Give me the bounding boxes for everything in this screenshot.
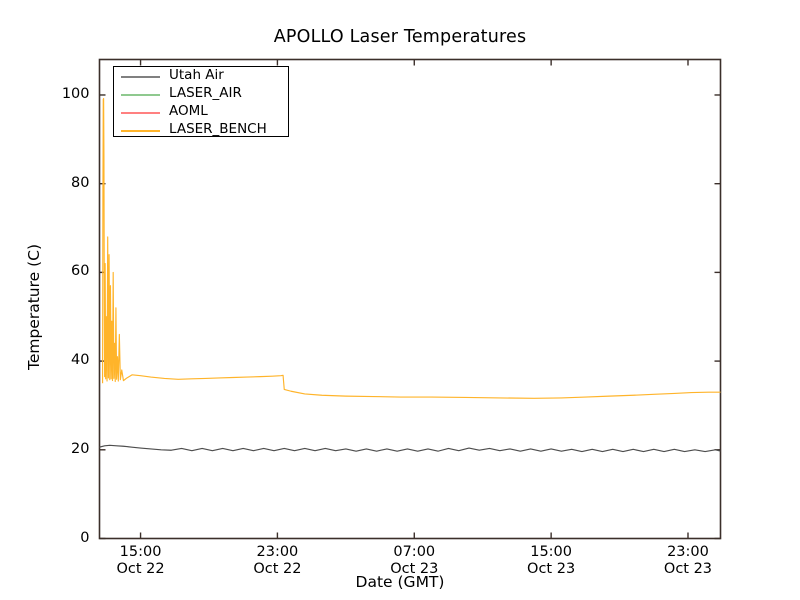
x-tick-date: Oct 23 [663,560,713,577]
x-tick-label: 23:00 Oct 23 [628,544,748,578]
x-tick-date: Oct 23 [390,560,439,577]
x-tick-label: 23:00 Oct 22 [217,544,337,578]
y-tick-label: 60 [71,263,90,280]
legend-color-swatch [121,112,160,114]
legend-item: Utah Air [121,67,288,85]
x-tick-label: 15:00 Oct 22 [81,544,201,578]
data-series-group [99,97,721,453]
x-tick-time: 23:00 [256,543,299,560]
chart-title: APOLLO Laser Temperatures [273,27,527,47]
legend-item: AOML [121,103,288,121]
y-tick-label: 20 [71,440,90,457]
x-axis-label: Date (GMT) [355,573,445,591]
y-tick-label: 100 [61,85,90,102]
plot-frame [98,58,722,540]
x-tick-date: Oct 22 [253,560,302,577]
chart-legend: Utah Air LASER_AIR AOML LASER_BENCH [113,66,289,137]
legend-label: Utah Air [169,67,224,83]
x-tick-label: 07:00 Oct 23 [354,544,474,578]
x-tick-time: 07:00 [393,543,436,560]
series-line-utah-air [99,444,721,453]
legend-label: AOML [169,103,208,119]
x-tick-label: 15:00 Oct 23 [491,544,611,578]
legend-color-swatch [121,94,160,96]
series-line-laser-bench [102,97,721,399]
y-tick-label: 80 [71,174,90,191]
legend-color-swatch [121,76,160,78]
legend-label: LASER_BENCH [169,121,267,137]
legend-label: LASER_AIR [169,85,242,101]
x-tick-date: Oct 23 [527,560,576,577]
x-tick-time: 15:00 [530,543,573,560]
x-tick-date: Oct 22 [116,560,165,577]
y-tick-label: 40 [71,352,90,369]
legend-item: LASER_BENCH [121,121,288,139]
x-tick-time: 23:00 [667,543,709,560]
legend-color-swatch [121,130,160,132]
y-tick-label: 0 [80,529,90,546]
x-tick-time: 15:00 [119,543,162,560]
legend-item: LASER_AIR [121,85,288,103]
